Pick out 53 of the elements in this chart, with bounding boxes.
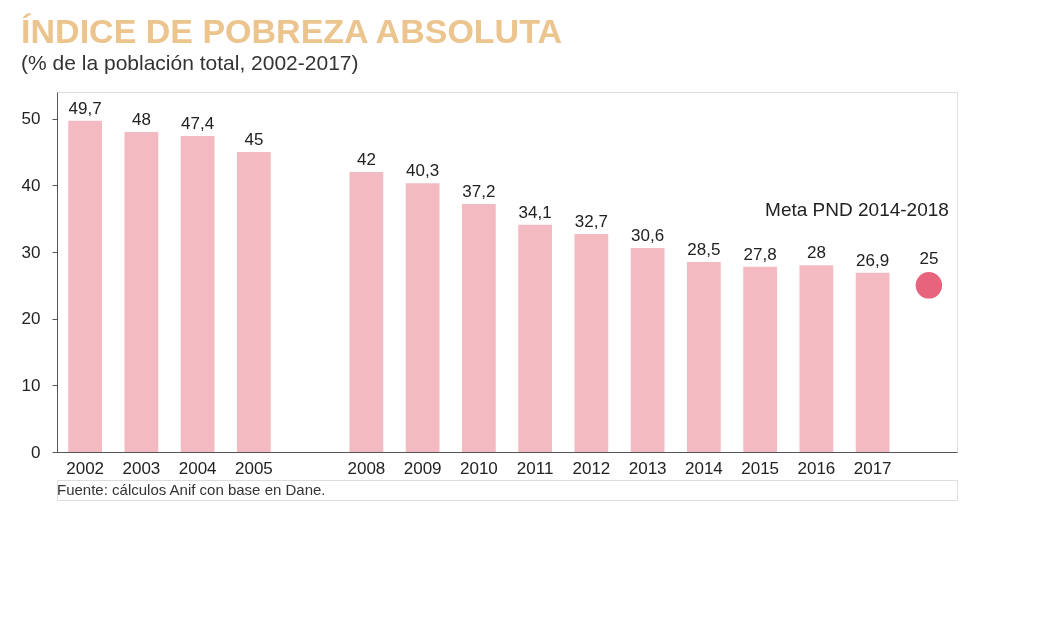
bar [68, 120, 102, 452]
y-tick-label: 50 [21, 109, 41, 129]
x-tick-label: 2016 [797, 458, 836, 478]
bar [462, 204, 496, 452]
bar [855, 272, 890, 452]
x-tick-label: 2011 [516, 458, 554, 478]
data-label: 27,8 [743, 244, 777, 264]
chart-subtitle: (% de la población total, 2002-2017) [21, 51, 359, 74]
data-label: 49,7 [68, 98, 102, 118]
data-label: 40,3 [406, 161, 440, 181]
bar [799, 265, 834, 452]
y-tick-label: 30 [21, 242, 41, 262]
x-tick-label: 2012 [572, 458, 611, 478]
data-label: 26,9 [856, 250, 890, 270]
data-label: 42 [356, 150, 376, 169]
chart-title: ÍNDICE DE POBREZA ABSOLUTA [21, 12, 562, 50]
data-label: 28,5 [687, 240, 721, 259]
x-tick-label: 2010 [459, 458, 498, 478]
bar [630, 248, 665, 452]
x-tick-label: 2009 [403, 458, 442, 478]
bar [518, 224, 552, 452]
x-tick-label: 2015 [741, 458, 780, 478]
x-tick-label: 2013 [628, 458, 667, 478]
data-label: 47,4 [181, 114, 215, 133]
y-tick-label: 40 [21, 175, 41, 195]
data-label: 48 [131, 110, 151, 129]
x-tick-label: 2002 [66, 458, 105, 478]
y-tick-label: 0 [31, 442, 41, 462]
data-label: 45 [244, 130, 264, 149]
y-tick-label: 10 [21, 375, 41, 395]
x-tick-label: 2005 [234, 458, 273, 478]
data-label: 30,6 [631, 226, 665, 245]
x-tick-label: 2014 [684, 458, 723, 478]
bar [405, 183, 440, 452]
bar [180, 136, 215, 452]
data-label: 32,7 [574, 212, 608, 231]
x-tick-label: 2017 [853, 458, 892, 478]
data-label: 34,1 [518, 202, 552, 222]
x-tick-label: 2004 [178, 458, 217, 478]
bar [574, 234, 609, 452]
bar [237, 152, 271, 452]
bar [687, 262, 721, 452]
data-label: 25 [919, 249, 939, 269]
data-label: 37,2 [462, 182, 496, 201]
x-tick-label: 2003 [122, 458, 161, 478]
bar [124, 132, 159, 452]
source-note: Fuente: cálculos Anif con base en Dane. [57, 481, 326, 498]
bar [743, 266, 777, 452]
bar [349, 172, 384, 452]
text: Meta PND 2014-2018 [765, 199, 949, 221]
y-tick-label: 20 [21, 309, 41, 329]
data-label: 28 [806, 243, 826, 263]
x-tick-label: 2008 [347, 458, 386, 478]
